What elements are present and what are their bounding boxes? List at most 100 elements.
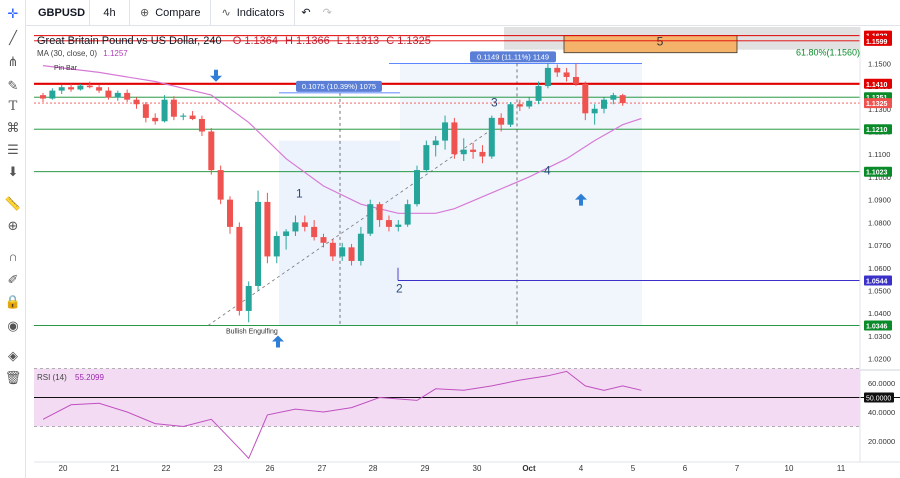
compare-button[interactable]: ⊕ Compare (130, 0, 212, 26)
trash-icon: 🗑 (4, 370, 22, 385)
redo-button[interactable]: ↷ (317, 0, 338, 26)
fib-level-label: 61.80%(1.1560) (796, 48, 860, 58)
candle (423, 145, 430, 171)
more-tools-arrow[interactable]: ⬇ (0, 162, 26, 182)
brush-tool[interactable]: ✎ (0, 76, 26, 96)
candle (264, 201, 271, 257)
top-toolbar: GBPUSD 4h ⊕ Compare ∿ Indicators ↶ ↷ (0, 0, 900, 26)
candle (320, 237, 327, 243)
wave-2-label: 2 (396, 281, 403, 295)
candle (292, 222, 299, 232)
candle (385, 220, 392, 227)
price-tick-label: 1.0400 (868, 309, 891, 318)
rsi-legend-value: 55.2099 (75, 373, 104, 382)
candle (152, 117, 159, 122)
time-tick-label: 10 (785, 464, 794, 473)
arrow-down-icon: ⬇ (7, 164, 19, 179)
price-tick-label: 1.1100 (868, 150, 890, 159)
time-tick-label: 28 (369, 464, 378, 473)
legend-low: L 1.1313 (336, 35, 380, 47)
candle (535, 86, 542, 101)
candle (236, 226, 243, 311)
magnet-icon: ∩ (8, 248, 18, 264)
candle (170, 99, 177, 117)
rsi-tick-label: 40.0000 (868, 408, 895, 417)
wave-4-label: 4 (544, 164, 551, 178)
eye-icon: ◉ (7, 318, 19, 333)
pattern-tool[interactable]: ⌘ (0, 118, 26, 138)
rsi-tick-label: 20.0000 (868, 437, 895, 446)
candle (86, 85, 93, 88)
candle (77, 85, 84, 90)
level-badge-label: 1.0346 (866, 323, 888, 330)
bullish-engulfing-label: Bullish Engulfing (226, 328, 278, 335)
time-tick-label: 30 (473, 464, 482, 473)
level-badge-label: 1.1023 (866, 170, 888, 177)
candle (142, 104, 149, 118)
symbol-label: GBPUSD (38, 6, 86, 19)
candle (189, 115, 196, 119)
level-badge-label: 1.1599 (866, 39, 888, 46)
brush-icon: ✎ (7, 78, 19, 93)
rsi-legend-label: RSI (14) (37, 373, 67, 382)
level-badge-label: 1.0544 (866, 279, 888, 286)
time-tick-label: 29 (421, 464, 430, 473)
interval-selector[interactable]: 4h (90, 0, 130, 26)
candle (516, 104, 523, 107)
magnet-tool[interactable]: ∩ (0, 246, 26, 266)
lock-icon: 🔒 (4, 294, 22, 309)
level-badge-label: 1.1210 (866, 127, 888, 134)
candle (133, 99, 140, 105)
redo-icon: ↷ (322, 7, 332, 19)
measure-label-left: 0.1075 (10.39%) 1075 (302, 82, 376, 91)
time-tick-label: 21 (111, 464, 120, 473)
layers-tool[interactable]: ◈ (0, 346, 26, 366)
crosshair-tool[interactable]: ✛ (0, 4, 26, 24)
level-badge-label: 1.1410 (866, 82, 888, 89)
indicators-button[interactable]: ∿ Indicators (211, 0, 296, 26)
price-tick-label: 1.0500 (868, 286, 891, 295)
zoom-tool[interactable]: ⊕ (0, 216, 26, 236)
remove-tool[interactable]: 🗑 (0, 368, 26, 388)
ruler-icon: 📏 (4, 196, 22, 211)
ma-legend-value: 1.1257 (103, 49, 128, 58)
prediction-icon: ☰ (7, 142, 19, 157)
text-tool[interactable]: T (0, 96, 26, 116)
pitchfork-tool[interactable]: ⋔ (0, 52, 26, 72)
rsi-badge-bg (864, 392, 894, 403)
undo-button[interactable]: ↶ (295, 0, 316, 26)
candle (460, 149, 467, 155)
price-tick-label: 1.0900 (868, 196, 891, 205)
candle (105, 90, 112, 98)
measure-label-right-bg (470, 51, 556, 63)
candle (610, 95, 617, 100)
time-tick-label: 27 (318, 464, 327, 473)
level-badge-bg (864, 320, 892, 331)
candle (161, 99, 168, 122)
up-arrow-icon-right (575, 193, 587, 206)
zoom-icon: ⊕ (7, 218, 19, 233)
candle (283, 231, 290, 236)
measure-tool[interactable]: 📏 (0, 194, 26, 214)
time-tick-label: 11 (837, 464, 846, 473)
measure-zone-left (279, 140, 400, 326)
undo-icon: ↶ (301, 7, 311, 19)
candle (451, 122, 458, 155)
candle (357, 233, 364, 261)
chart-legend: Great Britain Pound vs US Dollar, 240 O … (37, 35, 431, 47)
text-icon: T (8, 98, 18, 114)
stay-drawing-tool[interactable]: ✐ (0, 270, 26, 290)
candle (348, 247, 355, 261)
trendline-tool[interactable]: ╱ (0, 28, 26, 48)
candle (311, 226, 318, 238)
candle (367, 204, 374, 234)
candle (301, 222, 308, 227)
prediction-tool[interactable]: ☰ (0, 140, 26, 160)
compare-icon: ⊕ (140, 7, 150, 19)
candle (619, 95, 626, 104)
symbol-selector[interactable]: GBPUSD (0, 0, 90, 26)
visibility-tool[interactable]: ◉ (0, 316, 26, 336)
lock-tool[interactable]: 🔒 (0, 292, 26, 312)
level-badge-bg (864, 124, 892, 135)
